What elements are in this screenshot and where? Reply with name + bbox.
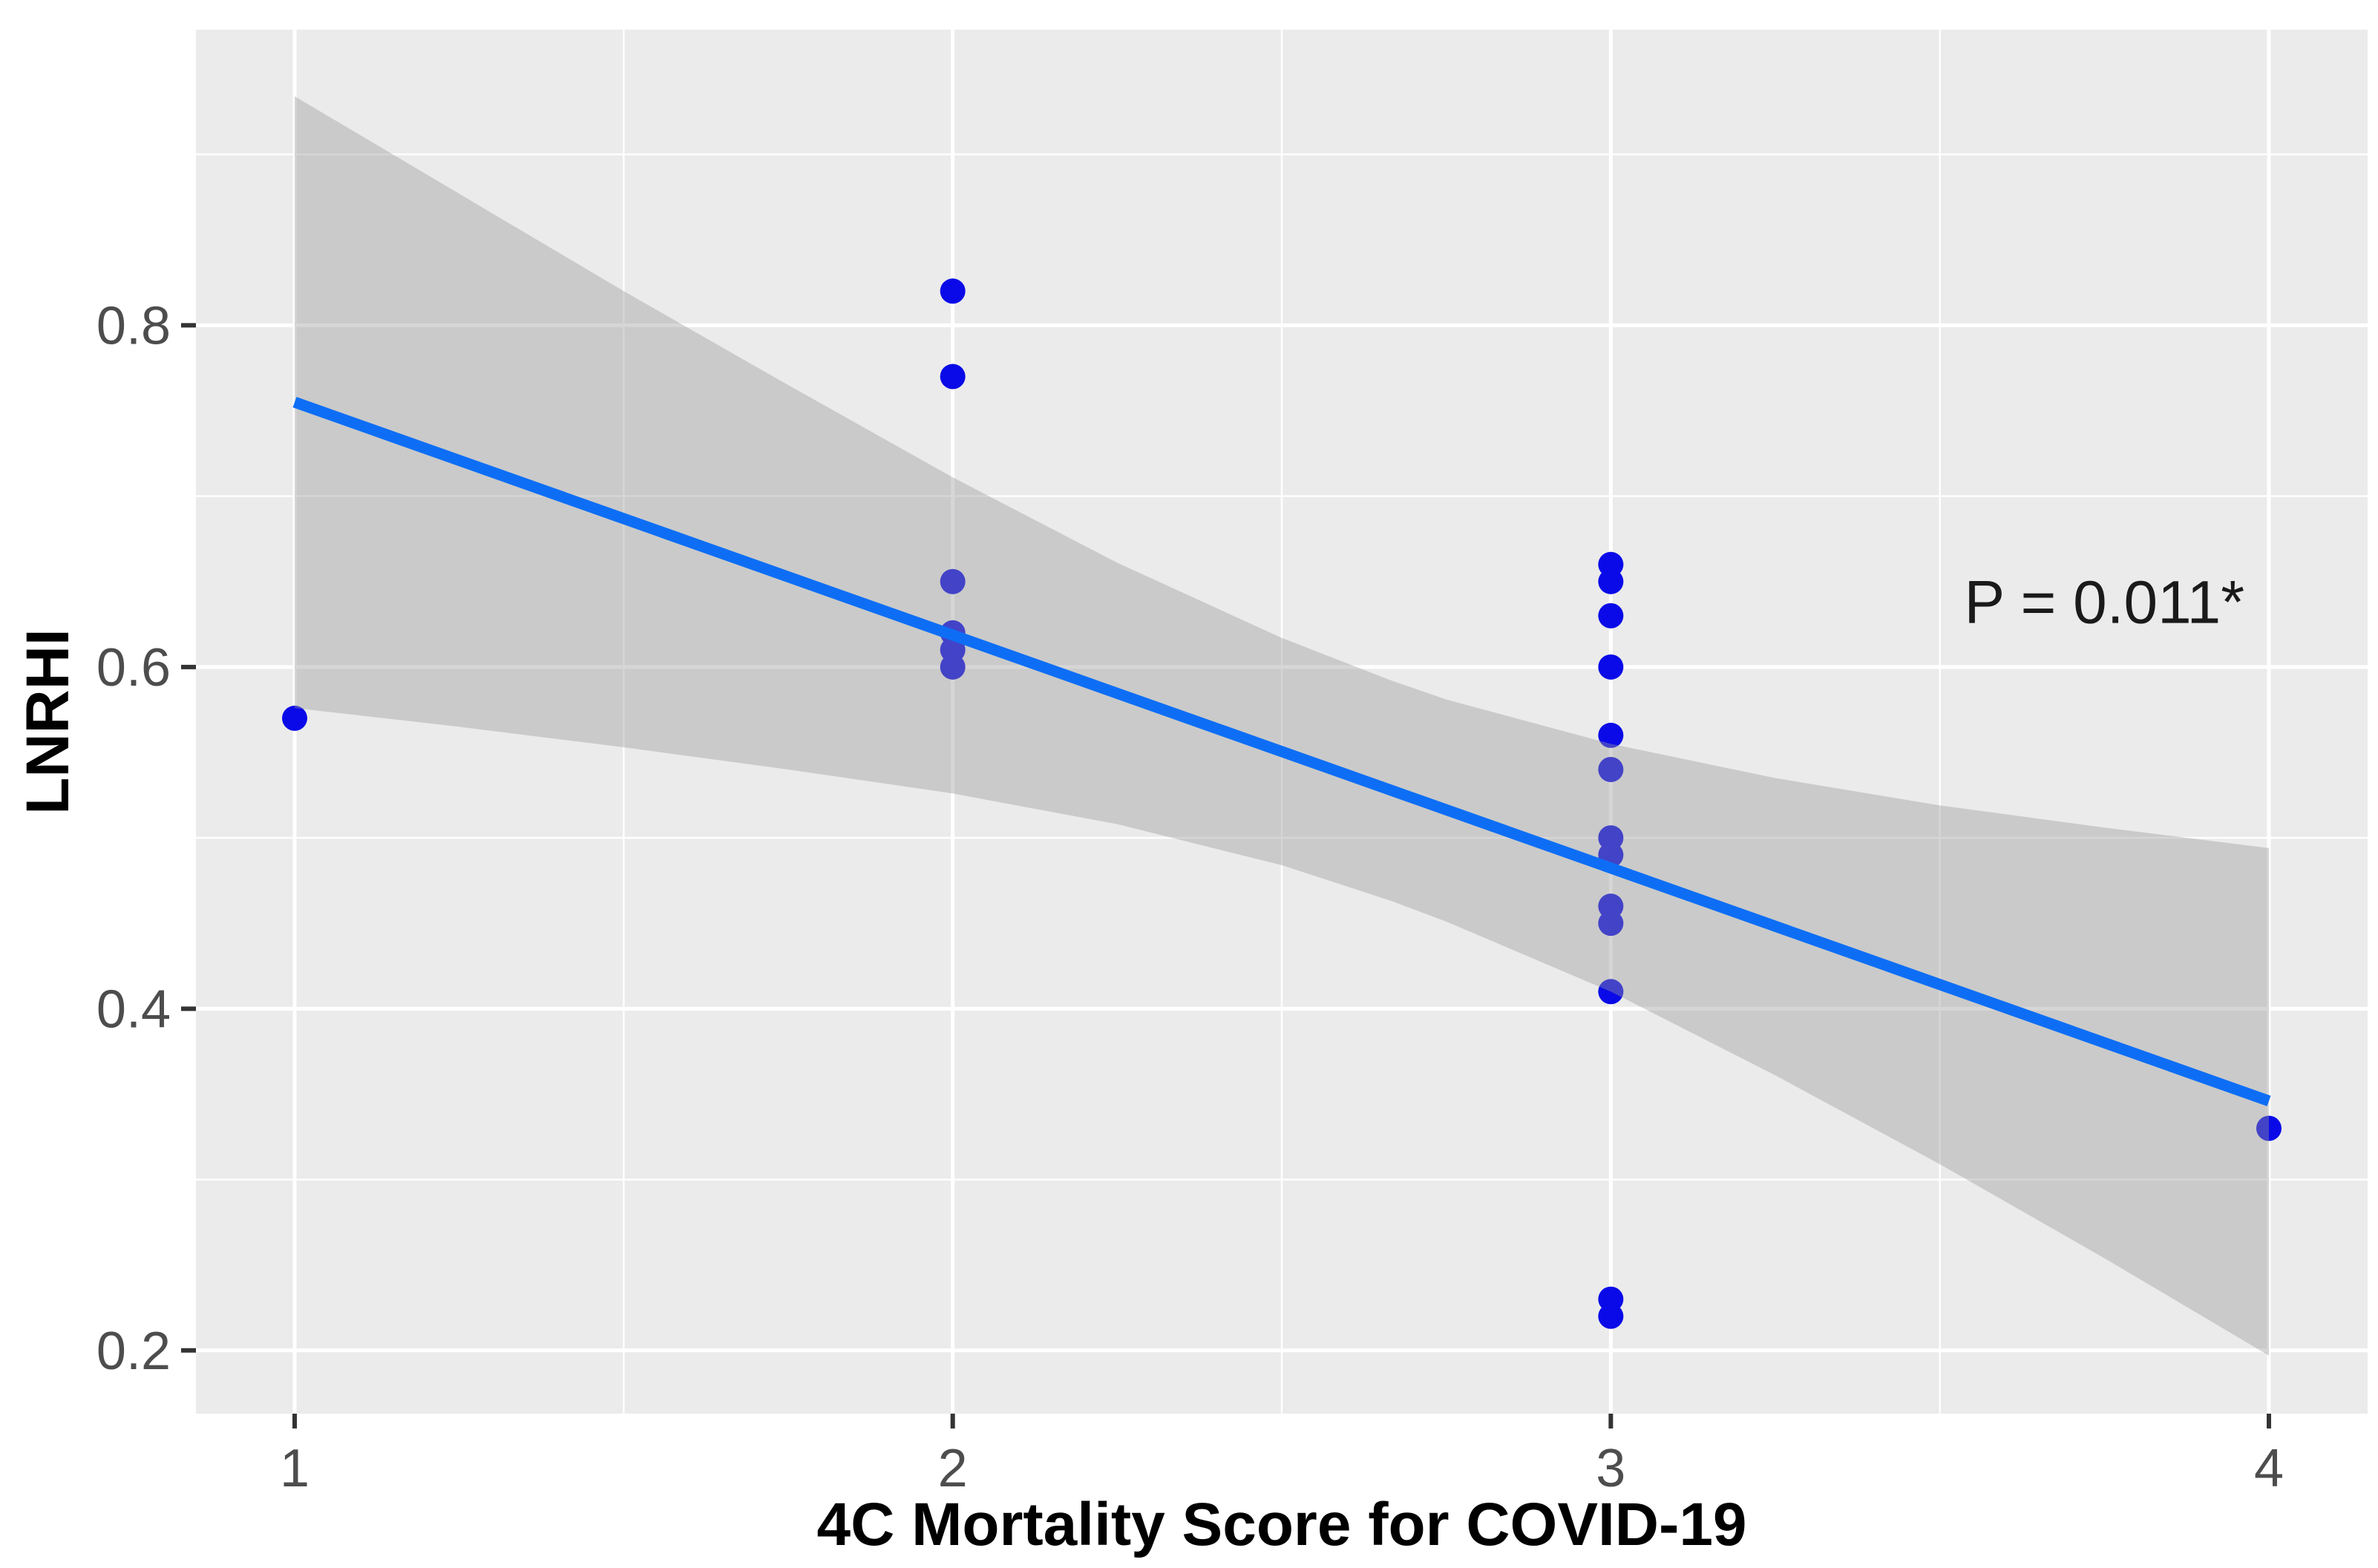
data-point <box>1598 603 1624 629</box>
data-point <box>1598 756 1624 782</box>
x-tick-label: 1 <box>280 1439 309 1498</box>
data-point <box>940 364 966 390</box>
data-point <box>1598 654 1624 680</box>
data-point <box>940 654 966 680</box>
axis-tick-labels: 0.2 0.4 0.6 0.8 1 2 3 4 <box>96 296 2284 1498</box>
x-tick-label: 4 <box>2254 1439 2284 1498</box>
data-points <box>282 278 2282 1329</box>
y-tick-label: 0.6 <box>96 638 171 698</box>
y-tick-label: 0.2 <box>96 1322 171 1381</box>
data-point <box>1598 1303 1624 1329</box>
x-tick-label: 3 <box>1596 1439 1625 1498</box>
regression-line <box>292 396 2271 1106</box>
p-value-annotation: P = 0.011* <box>1964 568 2244 636</box>
data-point <box>1598 722 1624 748</box>
major-gridlines <box>196 30 2368 1414</box>
data-point <box>1598 979 1624 1005</box>
x-axis-title: 4C Mortality Score for COVID-19 <box>816 1491 1746 1558</box>
data-point <box>1598 911 1624 936</box>
data-point <box>940 278 966 304</box>
data-point <box>940 568 966 594</box>
y-tick-label: 0.4 <box>96 980 171 1039</box>
confidence-band <box>295 96 2269 1356</box>
axis-tick-marks <box>181 323 2271 1428</box>
data-point <box>282 705 307 731</box>
data-point <box>1598 568 1624 594</box>
data-point <box>2256 1115 2282 1141</box>
y-axis-title: LNRHI <box>14 629 82 815</box>
x-tick-label: 2 <box>938 1439 968 1498</box>
y-tick-label: 0.8 <box>96 296 171 355</box>
